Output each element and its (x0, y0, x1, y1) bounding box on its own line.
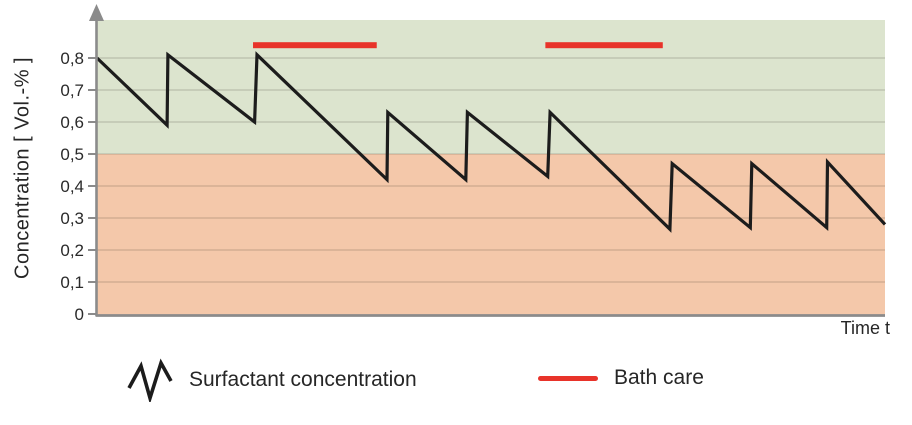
red-line-icon (538, 375, 598, 381)
surfactant-concentration-line (95, 51, 887, 233)
y-tick-label: 0,2 (60, 241, 84, 260)
y-tick-label: 0,1 (60, 273, 84, 292)
band-above-threshold (97, 20, 885, 154)
y-tick-label: 0,4 (60, 177, 84, 196)
y-tick-label: 0 (75, 305, 84, 324)
y-axis-arrow-icon (89, 4, 104, 21)
bath-care-bar (545, 42, 663, 49)
band-below-threshold (97, 154, 885, 316)
y-tick-label: 0,5 (60, 145, 84, 164)
legend-item-surfactant: Surfactant concentration (126, 358, 417, 402)
legend-label-surfactant: Surfactant concentration (189, 368, 417, 391)
x-axis-title: Time t (840, 318, 890, 338)
y-tick-label: 0,3 (60, 209, 84, 228)
y-tick-label: 0,6 (60, 113, 84, 132)
zigzag-line-icon (127, 358, 173, 402)
y-tick-label: 0,8 (60, 49, 84, 68)
bath-care-bar (253, 42, 377, 49)
legend-label-bathcare: Bath care (614, 366, 704, 389)
legend-item-bath-care: Bath care (538, 366, 704, 390)
chart-canvas: 0 0,1 0,2 0,3 0,4 0,5 0,6 0,7 0,8 (60, 4, 887, 324)
y-axis-title: Concentration [ Vol.-% ] (11, 56, 34, 280)
y-tick-label: 0,7 (60, 81, 84, 100)
